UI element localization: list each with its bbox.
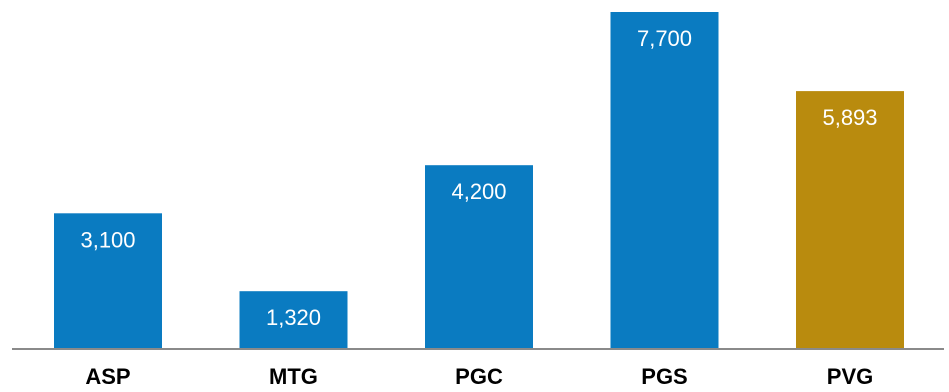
bar-pvg — [796, 91, 904, 349]
bar-value-label-pgs: 7,700 — [637, 26, 692, 51]
category-label-pgs: PGS — [641, 364, 687, 389]
bar-value-label-pvg: 5,893 — [822, 105, 877, 130]
bar-value-label-asp: 3,100 — [80, 227, 135, 252]
bar-value-label-pgc: 4,200 — [451, 179, 506, 204]
bar-mtg — [239, 291, 348, 349]
category-label-asp: ASP — [85, 364, 130, 389]
bar-value-label-mtg: 1,320 — [266, 305, 321, 330]
bars-group: 3,100 1,320 4,200 7,700 5,893 — [54, 12, 904, 349]
category-labels-group: ASP MTG PGC PGS PVG — [85, 364, 873, 389]
category-label-mtg: MTG — [269, 364, 318, 389]
category-label-pgc: PGC — [455, 364, 503, 389]
bar-pgs — [610, 12, 719, 349]
bar-asp — [54, 213, 162, 349]
category-label-pvg: PVG — [827, 364, 873, 389]
bar-pgc — [425, 165, 533, 349]
